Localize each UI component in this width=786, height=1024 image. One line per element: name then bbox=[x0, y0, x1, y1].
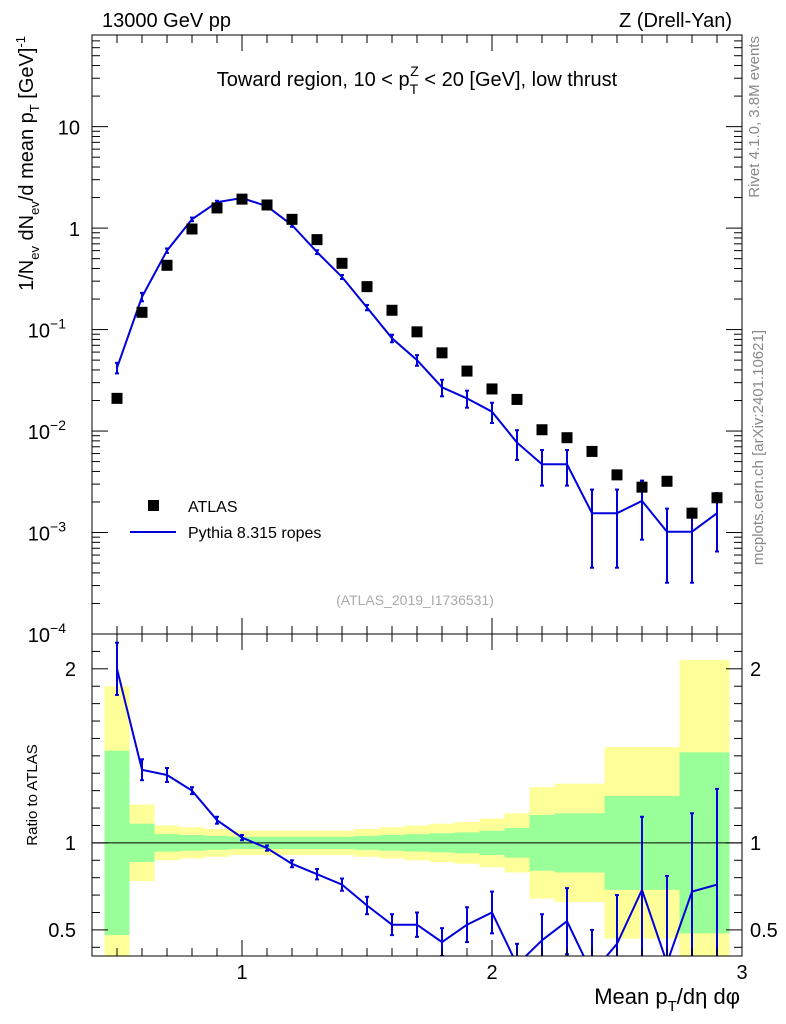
ylabel-a-sub: ev bbox=[27, 246, 42, 260]
ratio-y-tick-label-right: 2 bbox=[750, 659, 761, 681]
legend-pythia-label: Pythia 8.315 ropes bbox=[188, 525, 321, 542]
atlas-data-point bbox=[436, 347, 448, 359]
main-y-tick-exp: −4 bbox=[50, 620, 66, 636]
x-tick-label: 1 bbox=[236, 962, 247, 984]
main-y-tick-label: 10 bbox=[58, 118, 80, 140]
ylabel-d: [GeV] bbox=[16, 48, 38, 105]
plot-title-sub: T bbox=[410, 81, 419, 97]
atlas-data-point bbox=[561, 432, 573, 444]
atlas-data-point bbox=[336, 257, 348, 269]
atlas-data-point bbox=[211, 202, 223, 214]
atlas-data-point bbox=[286, 213, 298, 225]
ratio-y-tick-label-right: 1 bbox=[750, 833, 761, 855]
main-y-tick-exp: −3 bbox=[50, 519, 66, 535]
legend: ATLAS Pythia 8.315 ropes bbox=[130, 499, 321, 542]
atlas-data-point bbox=[536, 424, 548, 436]
x-axis-label: Mean pT/dη dφ bbox=[594, 984, 740, 1015]
atlas-data-point bbox=[261, 199, 273, 211]
ratio-panel: 0.5 0.5 1 1 2 2 1 2 3 Ratio to ATLAS Mean pT/dη … bbox=[24, 633, 778, 1015]
atlas-data-point bbox=[611, 469, 623, 481]
main-y-tick-base: 10 bbox=[28, 524, 50, 546]
atlas-data-point bbox=[136, 306, 148, 318]
ratio-y-tick-label-right: 0.5 bbox=[750, 920, 778, 942]
atlas-data-point bbox=[161, 259, 173, 271]
xlabel-pre: Mean p bbox=[594, 984, 667, 1009]
atlas-data-point bbox=[111, 392, 123, 404]
ylabel-a: 1/N bbox=[16, 260, 38, 291]
plot-title-post: < 20 [GeV], low thrust bbox=[419, 69, 618, 91]
xlabel-post: /dη dφ bbox=[677, 984, 740, 1009]
ylabel-d-sup: -1 bbox=[13, 36, 28, 48]
xlabel-sub: T bbox=[668, 998, 677, 1015]
main-y-tick-base: 10 bbox=[28, 625, 50, 647]
main-y-tick-label: 10−1 bbox=[28, 316, 66, 343]
main-y-tick-label: 10−3 bbox=[28, 519, 66, 546]
main-y-tick-base: 10 bbox=[28, 321, 50, 343]
main-y-tick-label: 1 bbox=[69, 219, 80, 241]
plot-title: Toward region, 10 < pTZ < 20 [GeV], low … bbox=[217, 63, 618, 97]
ylabel-c-sub: T bbox=[27, 104, 42, 112]
atlas-data-point bbox=[461, 365, 473, 377]
atlas-data-point bbox=[661, 475, 673, 487]
atlas-data-point bbox=[411, 326, 423, 338]
ratio-y-tick-label: 0.5 bbox=[48, 920, 76, 942]
main-y-tick-label: 10−4 bbox=[28, 620, 66, 647]
main-y-tick-label: 10−2 bbox=[28, 417, 66, 444]
plot-title-sup: Z bbox=[410, 63, 419, 79]
mcplots-label: mcplots.cern.ch [arXiv:2401.10621] bbox=[750, 330, 767, 565]
ylabel-b: dN bbox=[16, 215, 38, 246]
atlas-data-point bbox=[311, 234, 323, 246]
main-y-tick-exp: −1 bbox=[50, 316, 66, 332]
atlas-data-point bbox=[711, 492, 723, 504]
process-label: Z (Drell-Yan) bbox=[619, 10, 732, 32]
ylabel-c: /d mean p bbox=[16, 112, 38, 201]
atlas-data-point bbox=[236, 193, 248, 205]
x-tick-label: 3 bbox=[736, 962, 747, 984]
atlas-data-point bbox=[386, 304, 398, 316]
atlas-data-point bbox=[361, 281, 373, 293]
main-y-tick-base: 10 bbox=[28, 422, 50, 444]
rivet-label: Rivet 4.1.0, 3.8M events bbox=[746, 36, 763, 198]
plot-title-pre: Toward region, 10 < p bbox=[217, 69, 410, 91]
atlas-data-point bbox=[486, 383, 498, 395]
x-tick-label: 2 bbox=[486, 962, 497, 984]
ratio-y-tick-label: 2 bbox=[65, 659, 76, 681]
atlas-data-point bbox=[636, 481, 648, 493]
ratio-y-tick-label: 1 bbox=[65, 833, 76, 855]
ylabel-b-sub: ev bbox=[27, 201, 42, 215]
atlas-data-point bbox=[186, 223, 198, 235]
ratio-y-label: Ratio to ATLAS bbox=[24, 744, 41, 845]
energy-label: 13000 GeV pp bbox=[102, 10, 231, 32]
main-y-label: 1/Nev dNev/d mean pT [GeV]-1 bbox=[13, 36, 42, 291]
atlas-data-point bbox=[511, 393, 523, 405]
main-y-tick-exp: −2 bbox=[50, 417, 66, 433]
analysis-watermark: (ATLAS_2019_I1736531) bbox=[336, 592, 494, 608]
atlas-data-point bbox=[586, 445, 598, 457]
atlas-data-point bbox=[686, 507, 698, 519]
legend-atlas-label: ATLAS bbox=[188, 499, 238, 516]
legend-atlas-marker bbox=[148, 500, 159, 511]
